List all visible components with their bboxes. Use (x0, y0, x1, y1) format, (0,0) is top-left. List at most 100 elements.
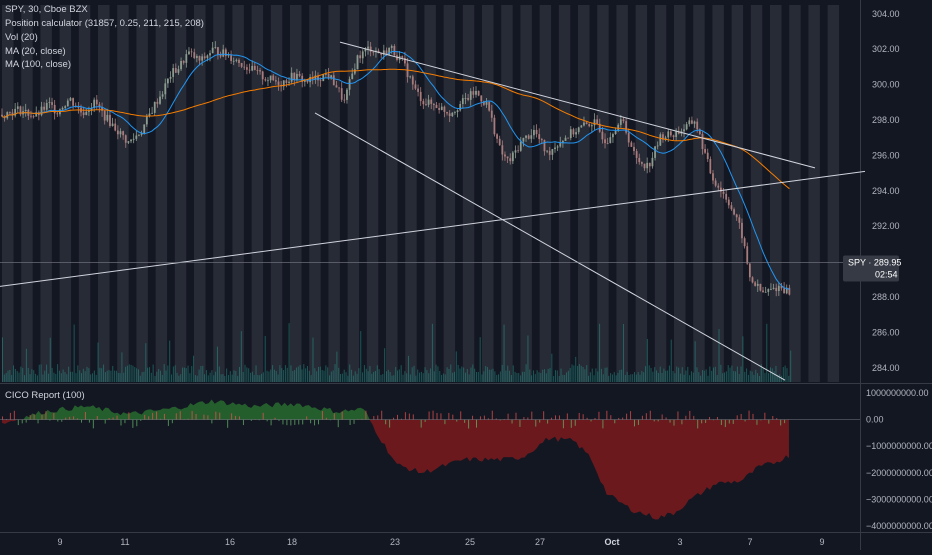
volume-bar (125, 367, 126, 382)
volume-bar (731, 366, 732, 382)
candle-body (104, 111, 106, 121)
volume-bar (200, 366, 201, 382)
volume-bar (195, 375, 196, 382)
volume-bar (142, 372, 143, 382)
volume-bar (713, 368, 714, 382)
cico-histogram-bar (338, 420, 339, 428)
cico-histogram-bar (555, 415, 556, 419)
volume-bar (426, 370, 427, 382)
volume-bar (202, 366, 203, 382)
cico-histogram-bar (745, 420, 746, 422)
cico-histogram-bar (298, 420, 299, 425)
session-band (732, 5, 744, 382)
volume-bar (285, 365, 286, 382)
candle-body (704, 149, 706, 153)
candle-body (25, 110, 27, 111)
volume-bar (588, 376, 589, 382)
candle-body (338, 88, 340, 89)
cico-histogram-bar (65, 418, 66, 420)
volume-bar (83, 369, 84, 382)
volume-bar (61, 373, 62, 382)
candle-body (644, 164, 646, 168)
volume-bar (81, 373, 82, 382)
volume-bar (491, 370, 492, 382)
cico-histogram-bar (156, 412, 157, 420)
volume-bar (465, 373, 466, 382)
volume-bar (57, 364, 58, 382)
volume-bar (254, 375, 255, 382)
volume-bar (647, 339, 648, 382)
volume-bar (369, 366, 370, 382)
volume-bar (296, 368, 297, 382)
candle-body (162, 94, 164, 96)
candle-body (438, 108, 440, 110)
volume-bar (759, 376, 760, 382)
volume-bar (226, 369, 227, 382)
cico-axis-tick: −4000000000.00 (866, 521, 932, 531)
volume-bar (726, 371, 727, 382)
volume-bar (538, 372, 539, 382)
candle-body (204, 56, 206, 58)
time-axis-tick: 25 (465, 537, 475, 547)
candle-body (762, 291, 764, 293)
cico-histogram-bar (85, 412, 86, 420)
candle-body (362, 51, 364, 58)
candle-body (183, 61, 185, 63)
session-band (271, 5, 283, 382)
candle-body (217, 47, 219, 54)
legend-position-calculator: Position calculator (31857, 0.25, 211, 2… (5, 18, 204, 29)
volume-bar (719, 329, 720, 382)
volume-bar (33, 370, 34, 382)
volume-bar (557, 370, 558, 382)
session-band (597, 5, 609, 382)
volume-bar (608, 376, 609, 382)
candle-body (333, 75, 335, 85)
volume-bar (188, 366, 189, 382)
volume-bar (768, 373, 769, 382)
volume-bar (417, 370, 418, 382)
volume-bar (540, 373, 541, 382)
candle-body (441, 107, 443, 110)
candle-body (504, 154, 506, 156)
volume-bar (603, 374, 604, 382)
candle-body (254, 66, 256, 70)
candle-body (659, 134, 661, 145)
cico-histogram-bar (302, 420, 303, 425)
candle-body (773, 288, 775, 289)
cico-histogram-bar (440, 413, 441, 419)
volume-bar (447, 367, 448, 382)
candle-body (528, 136, 530, 139)
candle-body (270, 76, 272, 81)
candle-body (199, 56, 201, 61)
session-band (808, 5, 820, 382)
candle-body (178, 69, 180, 73)
volume-bar (432, 324, 433, 382)
candle-body (17, 106, 19, 109)
cico-histogram-bar (34, 414, 35, 419)
volume-bar (421, 372, 422, 382)
volume-bar (434, 371, 435, 382)
cico-histogram-bar (211, 420, 212, 424)
volume-bar (184, 368, 185, 382)
candle-body (607, 143, 609, 144)
candle-body (707, 153, 709, 159)
cico-histogram-bar (670, 420, 671, 423)
volume-bar (614, 372, 615, 382)
volume-bar (691, 371, 692, 382)
volume-bar (98, 343, 99, 382)
volume-bar (505, 371, 506, 382)
session-band (636, 5, 648, 382)
volume-bar (470, 367, 471, 382)
volume-bar (606, 368, 607, 382)
candle-body (488, 102, 490, 111)
volume-bar (366, 369, 367, 382)
cico-histogram-bar (136, 420, 137, 427)
volume-bar (520, 375, 521, 382)
volume-bar (303, 364, 304, 382)
volume-bar (645, 366, 646, 382)
volume-bar (439, 371, 440, 382)
cico-histogram-bar (784, 420, 785, 424)
volume-bar (64, 372, 65, 382)
volume-bar (472, 364, 473, 382)
